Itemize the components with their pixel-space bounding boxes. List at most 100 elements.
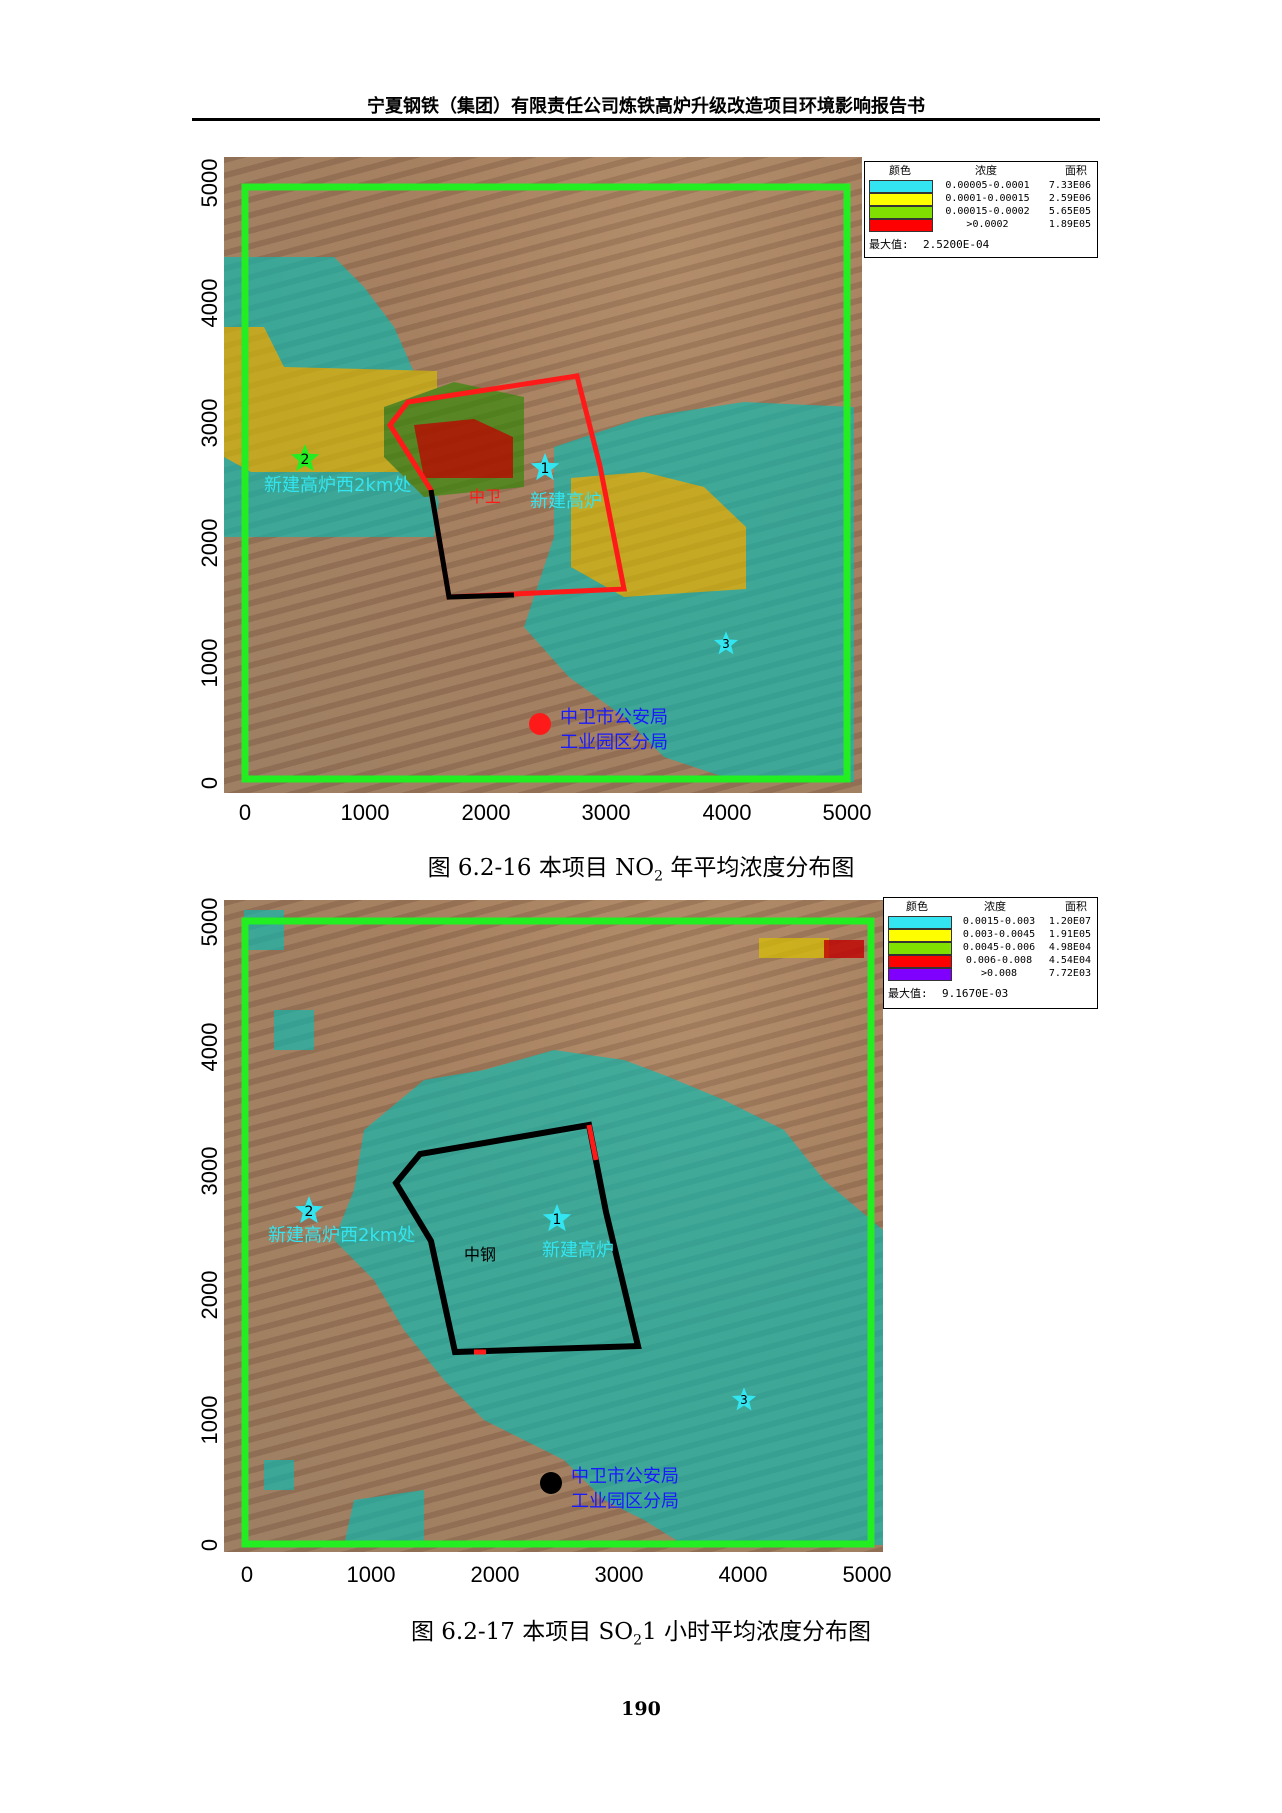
legend-header-color: 颜色 — [889, 164, 911, 177]
x-tick: 5000 — [822, 800, 872, 825]
legend-range: >0.0002 — [966, 219, 1009, 230]
so2-concentration-map: 1 新建高炉 2 新建高炉西2km处 3 中钢 中卫市公安局 工业园区分局 — [224, 900, 883, 1552]
x-tick: 3000 — [581, 800, 631, 825]
legend-swatch — [888, 916, 952, 929]
legend-area: 1.20E07 — [1048, 916, 1091, 927]
project-boundary — [392, 1121, 642, 1356]
star-2-number: 2 — [301, 452, 310, 468]
legend-range: 0.0015-0.003 — [962, 916, 1036, 927]
legend-area: 7.72E03 — [1048, 968, 1091, 979]
x-tick: 5000 — [842, 1562, 892, 1587]
legend-swatch — [869, 219, 933, 232]
legend-range: 0.0001-0.00015 — [945, 193, 1030, 204]
x-tick: 0 — [238, 800, 252, 825]
document-header: 宁夏钢铁（集团）有限责任公司炼铁高炉升级改造项目环境影响报告书 — [367, 96, 925, 117]
red-zone — [414, 419, 513, 478]
legend-area: 1.91E05 — [1048, 929, 1091, 940]
x-tick: 2000 — [461, 800, 511, 825]
no2-concentration-map: 1 新建高炉 2 新建高炉西2km处 3 中卫 中卫市公安局 工业园区分局 — [224, 157, 862, 793]
teal-zone-northwest — [244, 910, 284, 950]
legend-area: 4.54E04 — [1048, 955, 1091, 966]
legend-swatch — [888, 942, 952, 955]
legend-area: 5.65E05 — [1048, 206, 1091, 217]
site-label: 中卫 — [469, 487, 501, 506]
y-tick: 3000 — [197, 1146, 222, 1196]
y-tick: 3000 — [197, 398, 222, 448]
legend-max-label: 最大值: — [888, 987, 928, 1000]
yellow-zone-east — [571, 472, 746, 597]
star-2-number: 2 — [305, 1204, 314, 1220]
map-overlay: 1 新建高炉 2 新建高炉西2km处 3 中卫 中卫市公安局 工业园区分局 — [224, 183, 854, 783]
caption-subscript: 2 — [654, 868, 664, 885]
x-tick: 4000 — [702, 800, 752, 825]
domain-frame — [241, 917, 875, 1548]
star-1-label: 新建高炉 — [542, 1240, 614, 1261]
legend-header-color: 颜色 — [906, 900, 928, 913]
legend-header-area: 面积 — [1065, 900, 1087, 913]
star-1-number: 1 — [541, 461, 550, 477]
hotspot-northeast-red — [824, 940, 864, 958]
hotspot-northeast-yellow — [759, 938, 829, 958]
y-tick: 1000 — [197, 638, 222, 688]
legend-area: 4.98E04 — [1048, 942, 1091, 953]
legend-header-concentration: 浓度 — [975, 164, 997, 177]
legend-swatch — [869, 180, 933, 193]
y-tick: 5000 — [197, 897, 222, 947]
legend-header-area: 面积 — [1065, 164, 1087, 177]
legend-swatch — [869, 193, 933, 206]
star-2-label: 新建高炉西2km处 — [268, 1225, 415, 1246]
legend-range: 0.00015-0.0002 — [945, 206, 1030, 217]
legend-no2: 颜色 浓度 面积 0.00005-0.0001 7.33E06 0.0001-0… — [864, 161, 1098, 258]
y-tick: 2000 — [197, 1270, 222, 1320]
y-tick: 4000 — [197, 1022, 222, 1072]
poi-label-line1: 中卫市公安局 — [560, 707, 668, 728]
star-2-label: 新建高炉西2km处 — [264, 475, 411, 496]
site-label: 中钢 — [464, 1245, 496, 1264]
x-tick: 4000 — [718, 1562, 768, 1587]
x-tick: 2000 — [470, 1562, 520, 1587]
caption-text: 图 6.2-16 本项目 NO — [427, 855, 655, 881]
legend-so2: 颜色 浓度 面积 0.0015-0.003 1.20E07 0.003-0.00… — [883, 897, 1098, 1009]
caption-text: 1 小时平均浓度分布图 — [642, 1619, 872, 1645]
legend-swatch — [888, 968, 952, 981]
police-station-marker — [540, 1472, 562, 1494]
star-1-label: 新建高炉 — [530, 491, 602, 512]
domain-frame — [241, 183, 851, 783]
legend-swatch — [888, 955, 952, 968]
figure-caption-1: 图 6.2-16 本项目 NO2 年平均浓度分布图 — [0, 848, 1282, 885]
caption-text: 图 6.2-17 本项目 SO — [410, 1619, 634, 1645]
legend-area: 7.33E06 — [1048, 180, 1091, 191]
poi-label-line1: 中卫市公安局 — [571, 1466, 679, 1487]
y-tick: 1000 — [197, 1395, 222, 1445]
y-tick: 4000 — [197, 278, 222, 328]
teal-zone-west — [274, 1010, 314, 1050]
legend-range: >0.008 — [980, 968, 1018, 979]
header-rule — [192, 118, 1100, 121]
page-number: 190 — [621, 1698, 661, 1720]
legend-max-value: 9.1670E-03 — [942, 987, 1009, 1000]
legend-max-value: 2.5200E-04 — [923, 238, 990, 251]
police-station-marker — [529, 713, 551, 735]
poi-label-line2: 工业园区分局 — [571, 1491, 679, 1512]
legend-range: 0.00005-0.0001 — [945, 180, 1030, 191]
legend-header-concentration: 浓度 — [984, 900, 1006, 913]
legend-range: 0.0045-0.006 — [962, 942, 1036, 953]
caption-subscript: 2 — [633, 1632, 643, 1649]
legend-area: 1.89E05 — [1048, 219, 1091, 230]
teal-zone-southwest — [264, 1460, 294, 1490]
y-tick: 5000 — [197, 158, 222, 208]
x-tick: 1000 — [340, 800, 390, 825]
figure-caption-2: 图 6.2-17 本项目 SO21 小时平均浓度分布图 — [0, 1612, 1282, 1649]
project-boundary-black — [428, 489, 515, 600]
yellow-zone-west — [224, 327, 437, 472]
x-tick: 0 — [240, 1562, 254, 1587]
legend-range: 0.003-0.0045 — [962, 929, 1036, 940]
y-tick: 2000 — [197, 518, 222, 568]
legend-max-label: 最大值: — [869, 238, 909, 251]
star-3-number: 3 — [740, 1393, 748, 1407]
x-tick: 3000 — [594, 1562, 644, 1587]
x-tick: 1000 — [346, 1562, 396, 1587]
map-overlay: 1 新建高炉 2 新建高炉西2km处 3 中钢 中卫市公安局 工业园区分局 — [241, 910, 883, 1548]
legend-swatch — [869, 206, 933, 219]
project-boundary-red — [586, 1124, 599, 1161]
